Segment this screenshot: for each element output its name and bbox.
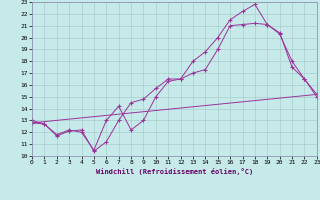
X-axis label: Windchill (Refroidissement éolien,°C): Windchill (Refroidissement éolien,°C) [96,168,253,175]
